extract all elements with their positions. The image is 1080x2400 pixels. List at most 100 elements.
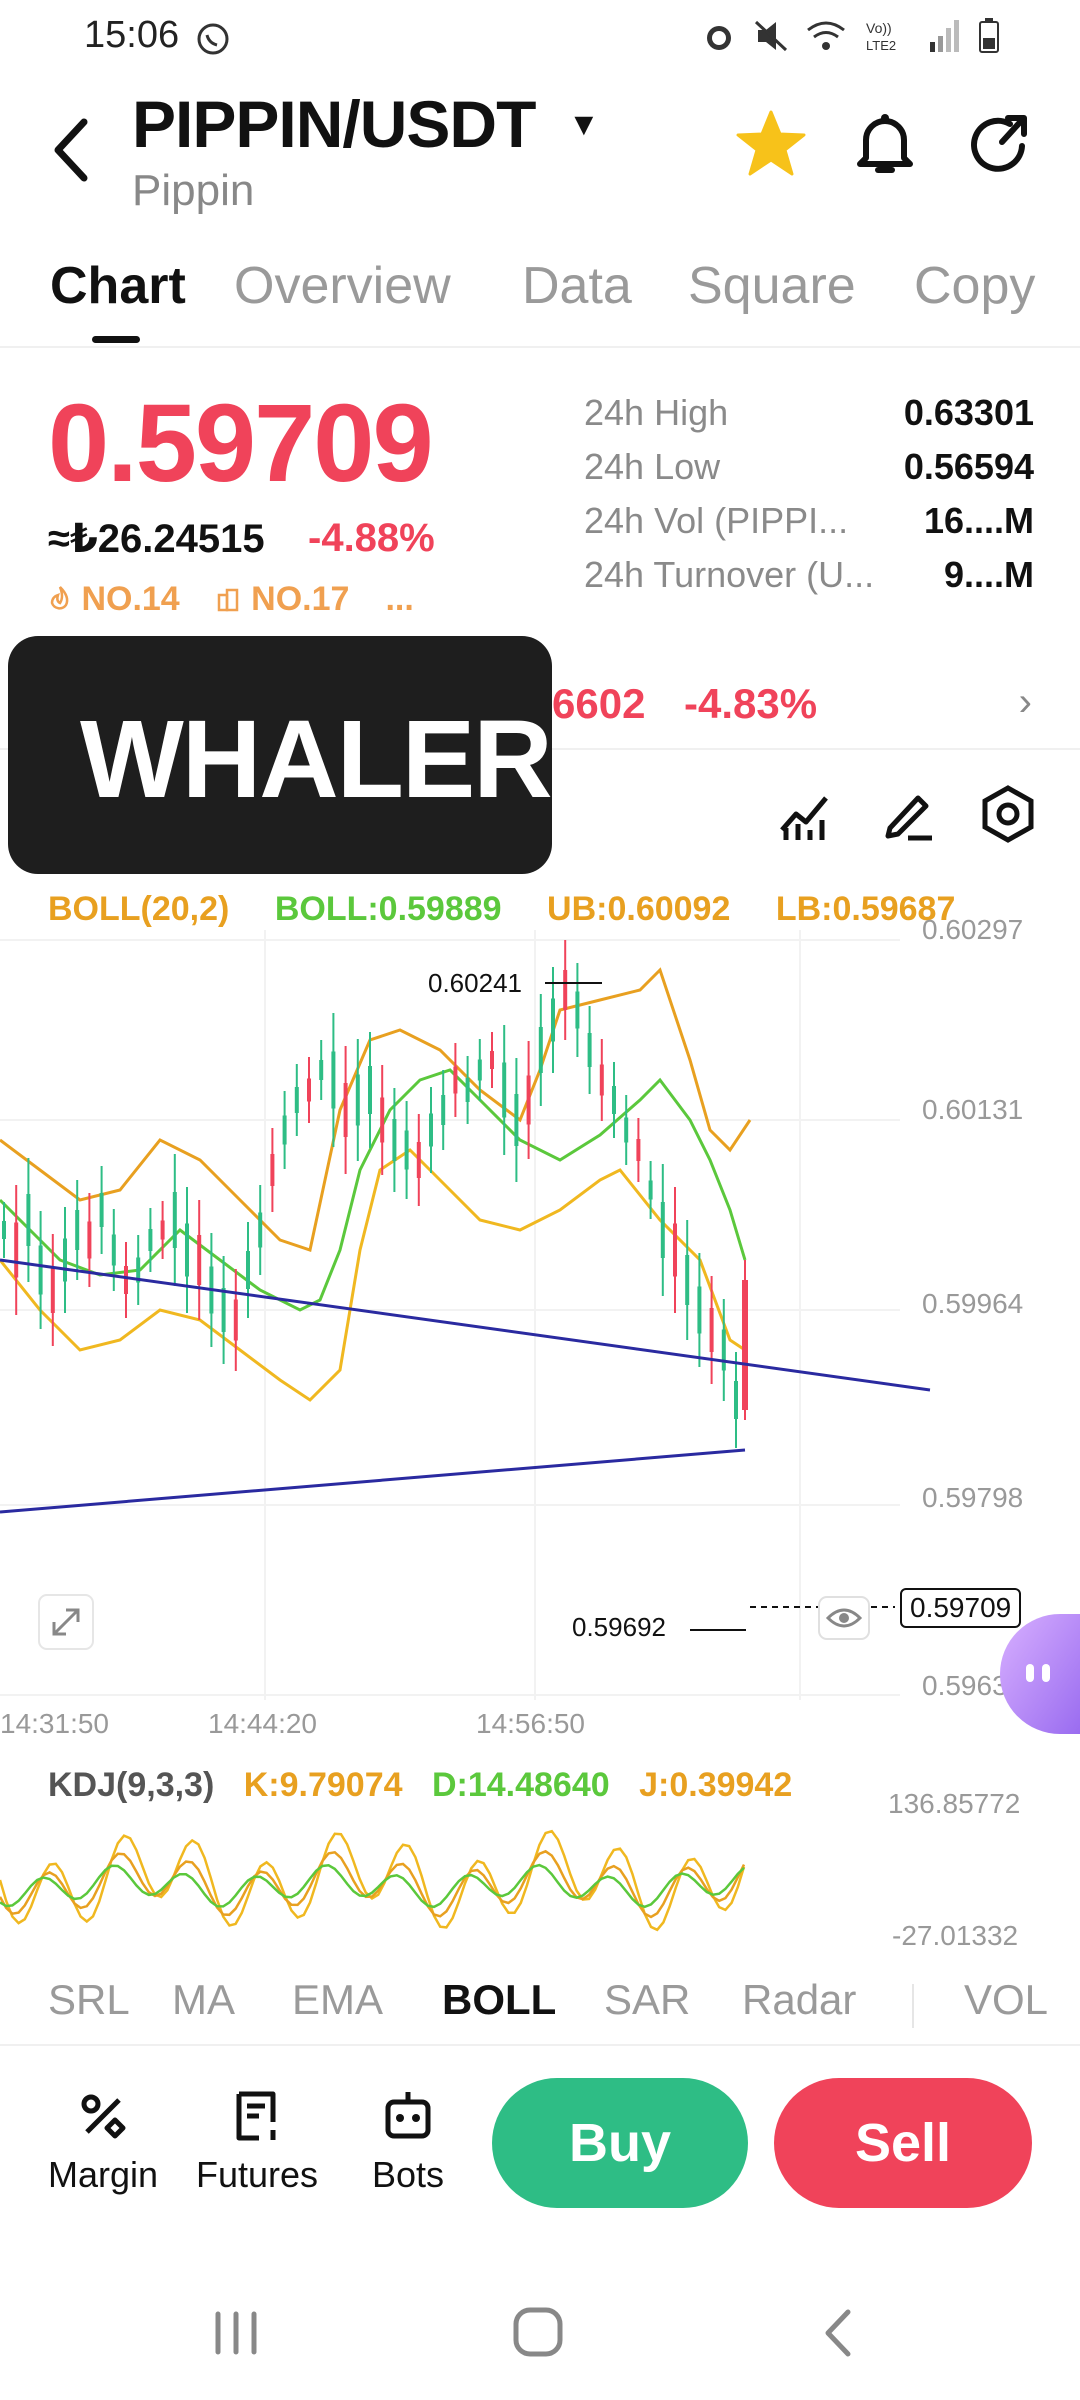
- android-nav-bar: [0, 2270, 1080, 2400]
- candle: [26, 1194, 31, 1246]
- last-price: 0.59709: [48, 382, 434, 505]
- candle: [148, 1229, 153, 1251]
- ind-tab-boll[interactable]: BOLL: [442, 1976, 557, 2023]
- tab-square[interactable]: Square: [688, 257, 856, 315]
- stat-turnover: 24h Turnover (U... 9....M: [584, 554, 1034, 595]
- kdj-k-line: [0, 1849, 746, 1919]
- ind-tab-sar[interactable]: SAR: [604, 1976, 691, 2023]
- ind-tab-ema[interactable]: EMA: [292, 1976, 384, 2023]
- trend-line-upper: [0, 1258, 931, 1392]
- recent-apps-icon[interactable]: [196, 2298, 276, 2368]
- candle: [709, 1308, 714, 1352]
- assistant-bubble-icon[interactable]: [1000, 1614, 1080, 1734]
- candle: [490, 1051, 494, 1069]
- kdj-params[interactable]: KDJ(9,3,3): [48, 1766, 215, 1804]
- low-marker: 0.59692: [572, 1612, 666, 1642]
- boll-params[interactable]: BOLL(20,2): [48, 890, 230, 928]
- buy-button[interactable]: Buy: [492, 2078, 748, 2208]
- candle: [87, 1221, 92, 1259]
- header: PIPPIN/USDT ▼ Pippin: [0, 80, 1080, 220]
- kdj-d: D:14.48640: [431, 1766, 610, 1804]
- candle: [38, 1245, 43, 1295]
- futures-icon: [236, 2091, 276, 2141]
- home-icon[interactable]: [498, 2298, 578, 2368]
- futures-button[interactable]: Futures: [196, 2088, 318, 2196]
- x-tick: 14:44:20: [208, 1708, 317, 1739]
- candle: [514, 1094, 519, 1146]
- draw-pen-icon[interactable]: [878, 784, 938, 844]
- indicator-icon[interactable]: [776, 784, 836, 844]
- candlestick-chart[interactable]: 0.60297 0.60131 0.59964 0.59798 0.59631: [0, 914, 1080, 1710]
- ind-tab-vol[interactable]: VOL: [964, 1976, 1049, 2023]
- candle: [331, 1051, 336, 1109]
- back-button[interactable]: [44, 110, 104, 190]
- candle: [612, 1086, 616, 1114]
- main-tabs: Chart Overview Data Square Copy: [0, 240, 1080, 348]
- expand-icon[interactable]: [38, 1594, 94, 1650]
- candle: [660, 1202, 665, 1258]
- status-time: 15:06: [84, 14, 180, 56]
- tab-overview[interactable]: Overview: [234, 257, 451, 315]
- stat-high: 24h High 0.63301: [584, 392, 1034, 433]
- battery-icon: [979, 18, 999, 53]
- boll-upper-band: [0, 967, 752, 1252]
- trend-line-lower: [0, 1448, 746, 1514]
- candle: [599, 1064, 604, 1096]
- ind-tab-radar[interactable]: Radar: [742, 1976, 857, 2023]
- eye-icon[interactable]: [818, 1596, 870, 1640]
- svg-text:LTE2: LTE2: [866, 38, 896, 53]
- candle: [270, 1154, 275, 1186]
- sell-button[interactable]: Sell: [774, 2078, 1032, 2208]
- kdj-j-line: [0, 1829, 746, 1932]
- candle: [63, 1238, 67, 1282]
- candle: [282, 1115, 287, 1145]
- bots-button[interactable]: Bots: [372, 2088, 444, 2196]
- candle: [355, 1074, 360, 1126]
- futures-label: Futures: [196, 2154, 319, 2195]
- margin-label: Margin: [48, 2154, 159, 2195]
- bottom-action-bar: Margin Futures Bots Buy Sell: [0, 2060, 1080, 2240]
- ind-tab-ma[interactable]: MA: [172, 1976, 235, 2023]
- candle: [441, 1095, 446, 1125]
- rank-hot[interactable]: NO.14: [48, 580, 180, 619]
- alarm-icon: [707, 26, 731, 50]
- nav-back-icon[interactable]: [800, 2298, 880, 2368]
- boll-legend: BOLL(20,2) BOLL:0.59889 UB:0.60092 LB:0.…: [48, 890, 991, 929]
- overlay-text: WHALER: [80, 698, 553, 821]
- rank-gainers-label: NO.17: [251, 580, 350, 618]
- candle: [502, 1062, 507, 1118]
- candlestick-chart-svg[interactable]: [0, 930, 1080, 1710]
- candle: [648, 1180, 653, 1200]
- tab-copy[interactable]: Copy: [914, 257, 1036, 315]
- margin-button[interactable]: Margin: [48, 2088, 158, 2196]
- rank-gainers[interactable]: NO.17: [216, 580, 350, 619]
- tab-chart[interactable]: Chart: [50, 257, 186, 315]
- candle: [111, 1234, 116, 1266]
- candle: [587, 1033, 592, 1067]
- high-marker: 0.60241: [428, 968, 522, 998]
- candle: [294, 1087, 299, 1113]
- candle: [477, 1059, 482, 1081]
- candle: [465, 1078, 470, 1102]
- favorite-star-icon[interactable]: [734, 106, 808, 180]
- candle: [380, 1097, 385, 1143]
- stat-volume: 24h Vol (PIPPI... 16....M: [584, 500, 1034, 541]
- y-tick: 0.60131: [922, 1094, 1024, 1125]
- candle: [2, 1221, 6, 1239]
- bell-icon[interactable]: [848, 106, 922, 180]
- candle: [734, 1381, 738, 1419]
- kdj-chart-svg[interactable]: [0, 1800, 1080, 1950]
- ind-tab-srl[interactable]: SRL: [48, 1976, 130, 2023]
- stats-panel: 24h High 0.63301 24h Low 0.56594 24h Vol…: [584, 392, 1034, 608]
- rank-more[interactable]: ...: [385, 580, 414, 618]
- boll-mid-band: [0, 1068, 747, 1312]
- kdj-legend: KDJ(9,3,3) K:9.79074 D:14.48640 J:0.3994…: [48, 1766, 812, 1805]
- candle: [172, 1192, 177, 1248]
- pair-title[interactable]: PIPPIN/USDT: [132, 87, 536, 161]
- tab-data[interactable]: Data: [522, 257, 632, 315]
- chart-settings-icon[interactable]: [978, 784, 1038, 844]
- share-icon[interactable]: [962, 106, 1036, 180]
- candle: [160, 1220, 165, 1240]
- ticker-price: 6602: [552, 680, 646, 727]
- pair-dropdown-caret[interactable]: ▼: [568, 106, 600, 142]
